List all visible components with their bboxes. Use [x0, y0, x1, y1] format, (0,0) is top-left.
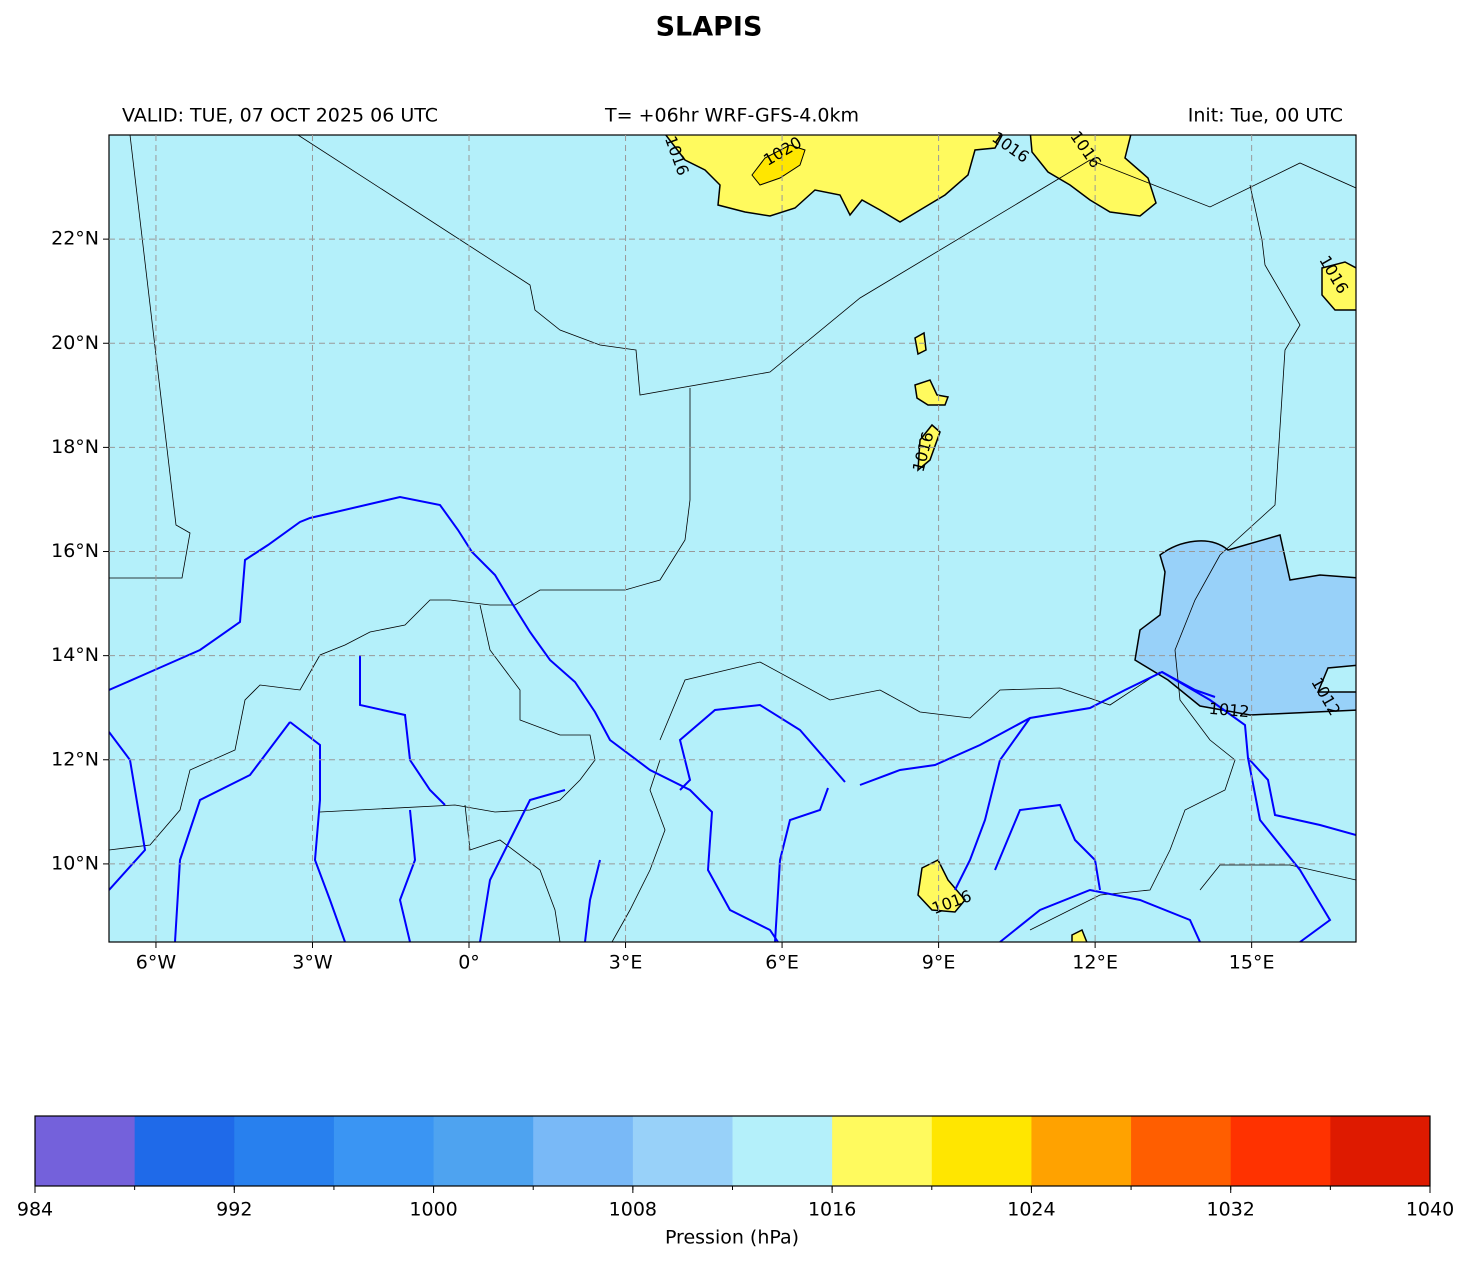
colorbar-tick-label: 1032 [1207, 1199, 1255, 1221]
border [109, 135, 191, 579]
x-tick-label: 3°E [609, 952, 643, 974]
colorbar-tick-label: 1000 [409, 1199, 457, 1221]
x-tick-label: 12°E [1072, 952, 1118, 974]
colorbar-segment [832, 1116, 933, 1186]
colorbar-tick-label: 1008 [609, 1199, 657, 1221]
x-tick-label: 15°E [1229, 952, 1275, 974]
colorbar-segment [1131, 1116, 1232, 1186]
river [359, 655, 446, 806]
y-tick-label: 16°N [51, 540, 99, 562]
map-frame [108, 134, 1357, 943]
x-tick-label: 0° [458, 952, 480, 974]
border [1199, 864, 1356, 891]
colorbar-segment [732, 1116, 833, 1186]
river [584, 859, 601, 942]
colorbar-tick-label: 1040 [1406, 1199, 1454, 1221]
high-pressure-area [1321, 261, 1356, 311]
colorbar-segment [1230, 1116, 1331, 1186]
colorbar-segment [1330, 1116, 1431, 1186]
y-tick-label: 10°N [51, 852, 99, 874]
river [289, 721, 346, 942]
valid-time: VALID: TUE, 07 OCT 2025 06 UTC [122, 105, 438, 127]
river [1247, 757, 1332, 942]
y-tick-label: 14°N [51, 644, 99, 666]
y-tick-label: 18°N [51, 436, 99, 458]
title: SLAPIS [656, 12, 763, 43]
river [999, 888, 1201, 942]
map-features [109, 135, 1356, 942]
colorbar-label: Pression (hPa) [665, 1227, 799, 1249]
high-pressure-area [664, 135, 1004, 223]
river [479, 789, 566, 942]
init-time: Init: Tue, 00 UTC [1188, 105, 1343, 127]
x-tick-label: 6°E [765, 952, 799, 974]
x-tick-label: 6°W [136, 952, 177, 974]
map-background [109, 135, 1356, 942]
border [1029, 184, 1301, 931]
colorbar-segment [533, 1116, 634, 1186]
border [464, 804, 561, 942]
y-tick-label: 12°N [51, 748, 99, 770]
river [109, 731, 147, 891]
colorbar-tick-label: 992 [216, 1199, 252, 1221]
colorbar-segment [35, 1116, 136, 1186]
x-tick-label: 3°W [292, 952, 333, 974]
colorbar-segment [134, 1116, 235, 1186]
border [297, 135, 1356, 396]
colorbar-tick-label: 984 [17, 1199, 53, 1221]
colorbar-segment [333, 1116, 435, 1186]
colorbar-tick-label: 1024 [1007, 1199, 1055, 1221]
border [611, 759, 666, 942]
high-pressure-area [1029, 135, 1157, 217]
high-pressure-area [917, 858, 966, 913]
colorbar-frame [34, 1115, 1431, 1187]
river [774, 787, 829, 942]
y-tick-label: 20°N [51, 332, 99, 354]
river [1161, 671, 1356, 836]
colorbar-segment [632, 1116, 733, 1186]
river [954, 717, 1031, 891]
colorbar-segment [234, 1116, 335, 1186]
border [659, 661, 1161, 741]
high-pressure-core [751, 144, 806, 186]
colorbar-segment [433, 1116, 534, 1186]
river [678, 703, 846, 791]
run-info: T= +06hr WRF-GFS-4.0km [604, 105, 859, 127]
river [398, 809, 417, 942]
river [994, 803, 1101, 891]
colorbar-tick-label: 1016 [808, 1199, 856, 1221]
river [174, 721, 291, 942]
colorbar-segment [931, 1116, 1032, 1186]
x-tick-label: 9°E [922, 952, 956, 974]
contour-label: 1012 [1208, 699, 1250, 721]
river [109, 495, 779, 942]
colorbar-segment [1031, 1116, 1132, 1186]
high-pressure-area [914, 379, 950, 406]
y-tick-label: 22°N [51, 228, 99, 250]
